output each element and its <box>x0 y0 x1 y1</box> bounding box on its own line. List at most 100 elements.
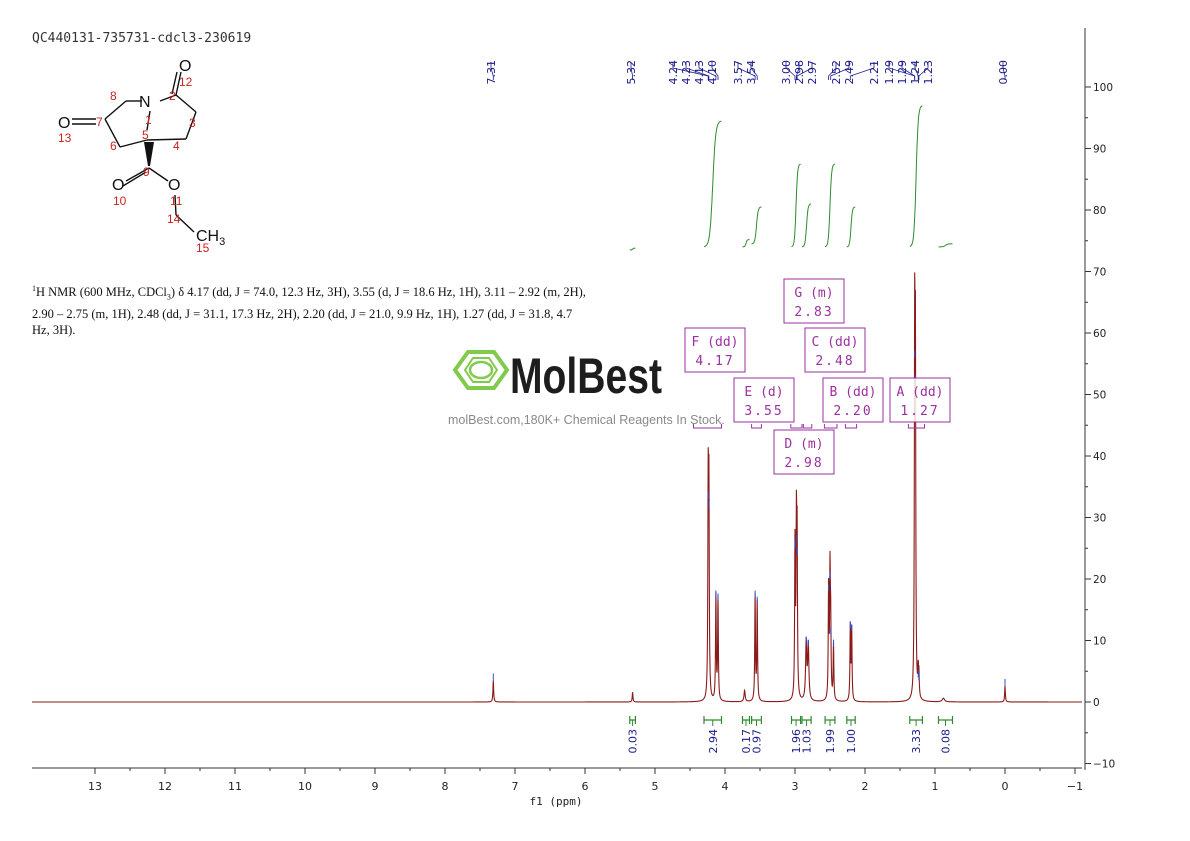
multiplet-range-bracket <box>693 424 722 429</box>
x-tick-label: 13 <box>88 780 102 793</box>
atom-num-15: 15 <box>196 241 210 255</box>
integral-value: 0.17 <box>740 729 753 754</box>
nmr-body: ) δ 4.17 (dd, J = 74.0, 12.3 Hz, 3H), 3.… <box>32 285 586 337</box>
peak-label: 4.24 <box>667 60 709 85</box>
watermark-url: molBest.com,180K+ Chemical Reagents In S… <box>448 413 725 427</box>
integral-value: 1.03 <box>801 729 814 754</box>
x-tick-label: 6 <box>582 780 589 793</box>
multiplet-range-bracket <box>802 424 813 429</box>
x-tick-label: 4 <box>722 780 729 793</box>
peak-label: 7.31 <box>485 60 498 85</box>
integral-curve <box>629 247 636 251</box>
peak-label: 2.52 <box>828 60 843 85</box>
peak-label-text: 1.29 <box>896 60 909 85</box>
y-tick-label: 70 <box>1093 267 1106 279</box>
multiplet-shift-label: 2.48 <box>815 354 854 369</box>
multiplet-type-label: F (dd) <box>692 335 739 350</box>
peak-label-text: 7.31 <box>485 60 498 85</box>
multiplet-range-bracket <box>823 424 838 429</box>
multiplet-range-bracket <box>751 424 762 429</box>
multiplet-shift-label: 3.55 <box>744 404 783 419</box>
multiplet-box-frame <box>773 429 835 475</box>
multiplet-box-b: B (dd) 2.20 <box>822 377 884 423</box>
peak-label: 2.98 <box>793 60 806 85</box>
integral-value: 0.08 <box>940 729 953 754</box>
atom-num-8: 8 <box>110 89 117 103</box>
peak-label-leader <box>711 62 719 80</box>
integral-value: 1.99 <box>824 729 837 754</box>
x-tick-label: 0 <box>1002 780 1009 793</box>
integral-bracket: 1.99 <box>824 716 837 754</box>
integral-curve <box>703 120 722 248</box>
y-tick-label: 20 <box>1093 574 1106 586</box>
multiplet-type-label: A (dd) <box>897 385 944 400</box>
multiplet-box-c: C (dd) 2.48 <box>804 327 866 373</box>
molbest-watermark: MolBest <box>452 348 662 404</box>
atom-CH3-label: CH <box>196 228 219 245</box>
atom-num-11: 11 <box>170 194 183 208</box>
atom-CH3-sub: 3 <box>219 236 225 248</box>
y-tick-label: 100 <box>1093 82 1113 94</box>
atom-num-4: 4 <box>173 139 180 153</box>
multiplet-box-frame <box>804 327 866 373</box>
plot-axes: 13 12 11 10 9 8 7 6 5 4 3 2 1 0 −1−1001020304050607080… <box>32 28 1115 793</box>
atom-O12: O <box>179 58 191 75</box>
peak-label: 2.97 <box>796 60 819 85</box>
multiplet-box-e: E (d) 3.55 <box>733 377 795 423</box>
atom-num-12: 12 <box>179 75 193 89</box>
x-tick-label: 5 <box>652 780 659 793</box>
peak-label: 0.00 <box>997 60 1010 85</box>
integral-value: 1.00 <box>845 729 858 754</box>
sample-id: QC440131-735731-cdcl3-230619 <box>32 31 252 46</box>
integral-curve <box>802 203 812 248</box>
peak-label-leader <box>828 62 837 80</box>
peak-label-text: 2.49 <box>843 60 856 85</box>
integral-value: 0.03 <box>627 729 640 754</box>
integral-value: 2.94 <box>707 729 720 754</box>
integral-bracket: 3.33 <box>909 716 923 754</box>
integral-value: 0.97 <box>751 729 764 754</box>
peak-label-leader <box>918 62 929 80</box>
x-tick-label: −1 <box>1067 780 1083 793</box>
multiplet-shift-label: 2.98 <box>784 456 823 471</box>
x-tick-label: 11 <box>228 780 242 793</box>
multiplet-shift-label: 4.17 <box>695 354 734 369</box>
integral-curves <box>629 105 953 251</box>
y-tick-label: −10 <box>1093 759 1115 771</box>
peak-label-text: 0.00 <box>997 60 1010 85</box>
multiplet-box-frame <box>684 327 746 373</box>
multiplet-box-frame <box>783 278 845 324</box>
multiplet-box-g: G (m) 2.83 <box>783 278 845 324</box>
multiplet-range-bracket <box>790 424 803 429</box>
y-tick-label: 90 <box>1093 144 1106 156</box>
nmr-prefix-sup: 1 <box>32 284 36 293</box>
peak-label-leader <box>750 62 758 80</box>
multiplet-box-a: A (dd) 1.27 <box>889 377 951 423</box>
atom-CH3: CH3 <box>196 228 225 248</box>
peak-label-leader <box>901 62 916 80</box>
multiplet-box-frame <box>822 377 884 423</box>
peak-label: 1.23 <box>918 60 935 85</box>
atom-num-7: 7 <box>96 115 103 129</box>
peak-labels: 7.31 5.32 4.24 4.23 4.13 4.10 3.57 3.54 3.00 2.98… <box>485 60 1010 85</box>
peak-label-text: 3.57 <box>732 60 745 85</box>
nmr-description: 1H NMR (600 MHz, CDCl3) δ 4.17 (dd, J = … <box>32 281 592 338</box>
x-tick-label: 9 <box>372 780 379 793</box>
peak-label: 3.54 <box>745 60 758 85</box>
spectrum-line <box>32 272 1082 703</box>
integral-bracket: 1.00 <box>845 716 858 754</box>
integral-curve <box>846 206 856 248</box>
peak-label-text: 4.13 <box>693 60 706 85</box>
peak-label: 5.32 <box>625 60 638 85</box>
multiplet-type-label: C (dd) <box>812 335 859 350</box>
x-tick-label: 12 <box>158 780 172 793</box>
integral-curve <box>824 163 836 248</box>
integral-bracket: 0.08 <box>937 716 954 754</box>
atom-O13: O <box>58 115 70 132</box>
integral-curve <box>909 105 923 248</box>
x-tick-label: 1 <box>932 780 939 793</box>
atom-num-10: 10 <box>113 194 127 208</box>
peak-label-text: 4.24 <box>667 60 680 85</box>
peak-label-text: 2.97 <box>806 60 819 85</box>
